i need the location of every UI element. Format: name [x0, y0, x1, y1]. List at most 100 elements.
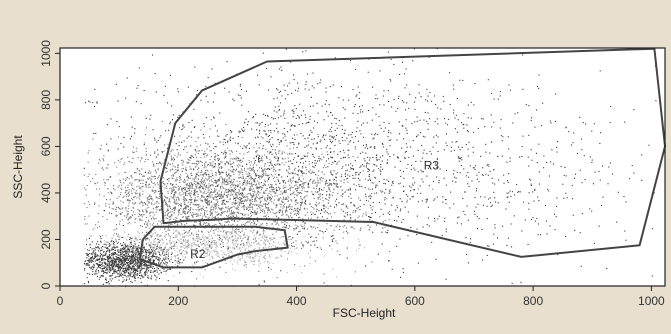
data-point [291, 245, 293, 247]
data-point [110, 263, 112, 265]
data-point [123, 164, 125, 166]
data-point [103, 258, 105, 260]
data-point [185, 218, 187, 220]
data-point [290, 212, 292, 214]
data-point [88, 238, 90, 240]
data-point [234, 191, 236, 193]
data-point [129, 251, 131, 253]
data-point [207, 237, 209, 239]
data-point [107, 164, 109, 166]
data-point [203, 173, 205, 175]
data-point [195, 204, 197, 206]
data-point [166, 243, 168, 245]
data-point [149, 177, 151, 179]
data-point [92, 261, 94, 263]
data-point [205, 193, 207, 195]
data-point [345, 227, 347, 229]
data-point [123, 254, 125, 256]
data-point [196, 237, 198, 239]
data-point [173, 190, 175, 192]
data-point [251, 182, 253, 184]
data-point [238, 204, 240, 206]
data-point [150, 242, 152, 244]
data-point [190, 199, 192, 201]
data-point [278, 164, 280, 166]
data-point [139, 271, 141, 273]
data-point [124, 258, 126, 260]
data-point [277, 217, 279, 219]
data-point [131, 162, 133, 164]
data-point [373, 146, 375, 148]
data-point [285, 191, 287, 193]
data-point [108, 212, 110, 214]
data-point [503, 182, 505, 184]
data-point [198, 150, 200, 152]
data-point [155, 172, 157, 174]
data-point [119, 208, 121, 210]
data-point [251, 199, 253, 201]
data-point [96, 255, 98, 257]
data-point [138, 170, 140, 172]
data-point [269, 177, 271, 179]
data-point [210, 150, 212, 152]
data-point [269, 200, 271, 202]
data-point [342, 237, 344, 239]
data-point [147, 158, 149, 160]
data-point [138, 275, 140, 277]
data-point [388, 219, 390, 221]
data-point [231, 213, 233, 215]
data-point [309, 115, 311, 117]
data-point [101, 270, 103, 272]
data-point [120, 248, 122, 250]
data-point [145, 243, 147, 245]
data-point [146, 250, 148, 252]
data-point [128, 189, 130, 191]
data-point [214, 172, 216, 174]
data-point [183, 259, 185, 261]
data-point [397, 156, 399, 158]
data-point [176, 218, 178, 220]
data-point [280, 203, 282, 205]
data-point [231, 231, 233, 233]
data-point [224, 87, 226, 89]
data-point [156, 247, 158, 249]
data-point [261, 170, 263, 172]
data-point [302, 51, 304, 53]
data-point [158, 162, 160, 164]
data-point [118, 241, 120, 243]
data-point [302, 228, 304, 230]
data-point [253, 238, 255, 240]
data-point [250, 194, 252, 196]
data-point [105, 241, 107, 243]
data-point [108, 261, 110, 263]
data-point [195, 221, 197, 223]
data-point [218, 165, 220, 167]
data-point [230, 190, 232, 192]
data-point [342, 193, 344, 195]
data-point [170, 155, 172, 157]
data-point [308, 163, 310, 165]
data-point [442, 201, 444, 203]
data-point [250, 177, 252, 179]
data-point [121, 157, 123, 159]
data-point [114, 271, 116, 273]
data-point [348, 99, 350, 101]
data-point [231, 215, 233, 217]
data-point [100, 249, 102, 251]
data-point [169, 153, 171, 155]
data-point [225, 124, 227, 126]
data-point [170, 151, 172, 153]
data-point [214, 194, 216, 196]
data-point [208, 201, 210, 203]
data-point [126, 258, 128, 260]
data-point [88, 201, 90, 203]
data-point [346, 137, 348, 139]
data-point [445, 169, 447, 171]
data-point [163, 159, 165, 161]
data-point [164, 247, 166, 249]
data-point [404, 87, 406, 89]
data-point [233, 191, 235, 193]
data-point [88, 150, 90, 152]
data-point [246, 207, 248, 209]
data-point [196, 200, 198, 202]
